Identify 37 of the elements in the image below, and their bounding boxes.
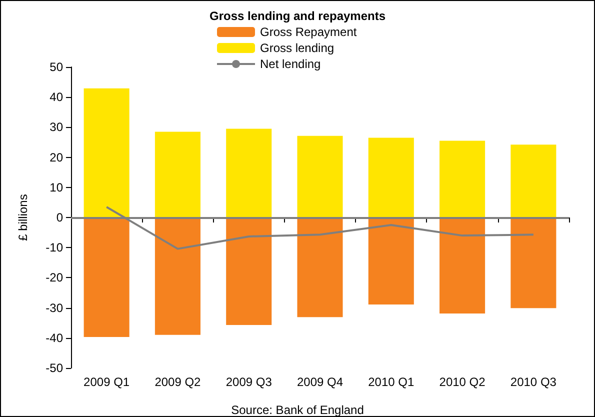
bar — [368, 138, 414, 218]
bar — [510, 144, 556, 218]
bar — [154, 218, 200, 335]
y-tick-label: -30 — [46, 300, 64, 315]
x-tick-label: 2009 Q2 — [154, 375, 202, 389]
bar — [297, 136, 343, 218]
bar — [154, 132, 200, 218]
bar — [226, 128, 272, 218]
y-tick-label: 0 — [56, 210, 64, 224]
legend-label: Net lending — [260, 57, 321, 71]
bar — [510, 218, 556, 308]
y-tick-label: 20 — [50, 150, 64, 164]
y-tick-label: -50 — [46, 361, 64, 375]
bar — [368, 218, 414, 304]
y-tick-label: -20 — [46, 270, 64, 285]
legend-label: Gross lending — [260, 41, 334, 55]
y-tick-label: 30 — [50, 120, 64, 134]
chart-title: Gross lending and repayments — [209, 9, 386, 23]
bar — [84, 218, 130, 337]
x-tick-label: 2009 Q4 — [296, 375, 344, 389]
x-tick-label: 2010 Q3 — [510, 375, 557, 389]
bar — [84, 88, 130, 218]
bar — [226, 218, 272, 325]
y-tick-label: -40 — [46, 330, 64, 345]
y-tick-label: 50 — [50, 60, 64, 74]
x-tick-label: 2009 Q3 — [226, 375, 272, 389]
y-axis-title: £ billions — [16, 194, 30, 241]
x-tick-label: 2009 Q1 — [84, 375, 130, 389]
bar — [440, 218, 486, 314]
y-tick-label: -10 — [46, 240, 64, 255]
y-tick-label: 10 — [50, 180, 64, 194]
x-tick-label: 2010 Q2 — [439, 375, 486, 389]
legend-label: Gross Repayment — [260, 25, 358, 39]
x-tick-label: 2010 Q1 — [368, 375, 414, 389]
bar — [297, 218, 343, 318]
y-tick-label: 40 — [50, 90, 64, 104]
bar — [440, 140, 486, 218]
